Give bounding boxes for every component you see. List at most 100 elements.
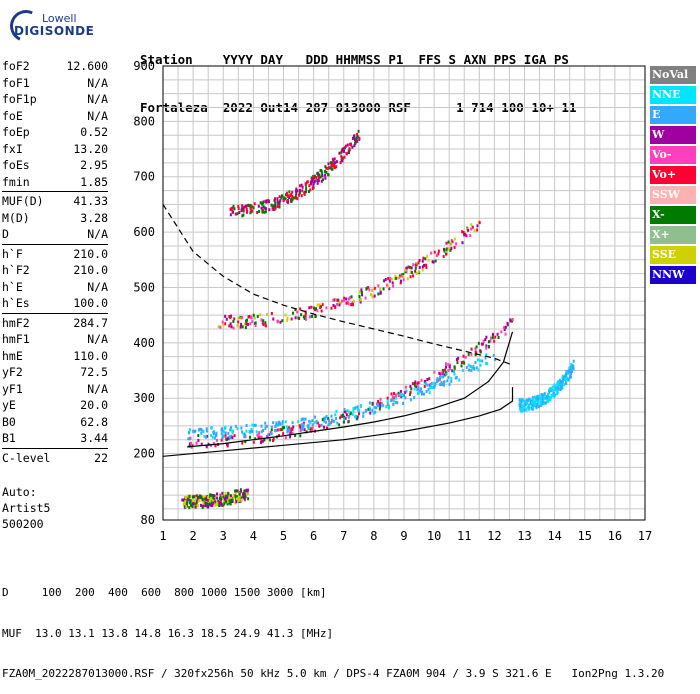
echo-point bbox=[213, 501, 216, 505]
echo-point bbox=[212, 498, 215, 502]
echo-point bbox=[446, 252, 449, 256]
echo-point bbox=[511, 319, 514, 323]
echo-point bbox=[221, 491, 224, 495]
echo-point bbox=[310, 305, 313, 309]
echo-point bbox=[207, 498, 210, 502]
echo-point bbox=[254, 321, 257, 325]
echo-point bbox=[212, 441, 215, 445]
echo-point bbox=[212, 496, 215, 500]
echo-point bbox=[446, 379, 449, 383]
echo-point bbox=[427, 258, 430, 262]
echo-point bbox=[260, 206, 263, 210]
echo-point bbox=[440, 381, 443, 385]
echo-point bbox=[334, 161, 337, 165]
echo-point bbox=[240, 430, 243, 434]
echo-point bbox=[373, 286, 376, 290]
echo-point bbox=[490, 336, 493, 340]
footer-info: D 100 200 400 600 800 1000 1500 3000 [km… bbox=[2, 559, 664, 694]
echo-point bbox=[229, 428, 232, 432]
echo-point bbox=[315, 176, 318, 180]
echo-point bbox=[409, 265, 412, 269]
param-row: hmF2 284.7 bbox=[2, 315, 108, 332]
echo-point bbox=[375, 406, 378, 410]
echo-point bbox=[456, 361, 459, 365]
echo-point bbox=[461, 368, 464, 372]
echo-point bbox=[294, 308, 297, 312]
echo-point bbox=[288, 431, 291, 435]
echo-point bbox=[205, 427, 208, 431]
echo-point bbox=[463, 361, 466, 365]
echo-point bbox=[364, 296, 367, 300]
echo-point bbox=[297, 193, 300, 197]
y-tick-label: 700 bbox=[133, 170, 155, 184]
auto-software: Artist5 bbox=[2, 501, 51, 515]
param-row: fxI 13.20 bbox=[2, 141, 108, 158]
echo-point bbox=[284, 436, 287, 440]
echo-point bbox=[186, 496, 189, 500]
echo-point bbox=[348, 410, 351, 414]
echo-point bbox=[229, 208, 232, 212]
echo-point bbox=[290, 200, 293, 204]
echo-point bbox=[192, 499, 195, 503]
echo-point bbox=[437, 249, 440, 253]
echo-point bbox=[426, 254, 429, 258]
echo-point bbox=[318, 173, 321, 177]
logo-line1: Lowell bbox=[42, 12, 77, 25]
echo-point bbox=[315, 419, 318, 423]
echo-point bbox=[274, 429, 277, 433]
echo-point bbox=[477, 368, 480, 372]
echo-point bbox=[341, 156, 344, 160]
echo-point bbox=[455, 357, 458, 361]
echo-point bbox=[248, 204, 251, 208]
echo-point bbox=[386, 396, 389, 400]
echo-point bbox=[301, 185, 304, 189]
legend-item-x-: X- bbox=[650, 206, 696, 224]
echo-point bbox=[253, 202, 256, 206]
echo-point bbox=[246, 209, 249, 213]
echo-point bbox=[383, 279, 386, 283]
param-name: foEp bbox=[2, 125, 30, 139]
echo-point bbox=[496, 332, 499, 336]
echo-point bbox=[205, 445, 208, 449]
echo-point bbox=[262, 428, 265, 432]
echo-point bbox=[295, 196, 298, 200]
echo-point bbox=[301, 189, 304, 193]
echo-point bbox=[272, 421, 275, 425]
echo-point bbox=[343, 407, 346, 411]
echo-point bbox=[264, 321, 267, 325]
echo-point bbox=[214, 500, 217, 504]
echo-point bbox=[330, 306, 333, 310]
echo-point bbox=[220, 432, 223, 436]
echo-point bbox=[437, 252, 440, 256]
echo-point bbox=[347, 420, 350, 424]
echo-point bbox=[411, 382, 414, 386]
echo-point bbox=[379, 397, 382, 401]
echo-point bbox=[531, 401, 534, 405]
footer-muf-row: MUF 13.0 13.1 13.8 14.8 16.3 18.5 24.9 4… bbox=[2, 626, 334, 640]
echo-point bbox=[265, 200, 268, 204]
echo-point bbox=[341, 159, 344, 163]
echo-point bbox=[194, 505, 197, 509]
echo-point bbox=[336, 421, 339, 425]
echo-point bbox=[353, 138, 356, 142]
echo-point bbox=[471, 366, 474, 370]
echo-point bbox=[394, 275, 397, 279]
echo-point bbox=[243, 489, 246, 493]
echo-point bbox=[440, 371, 443, 375]
echo-point bbox=[245, 321, 248, 325]
echo-point bbox=[326, 166, 329, 170]
echo-point bbox=[339, 301, 342, 305]
echo-point bbox=[394, 400, 397, 404]
echo-point bbox=[321, 303, 324, 307]
param-value: N/A bbox=[87, 108, 108, 123]
param-value: 3.28 bbox=[80, 210, 108, 225]
echo-point bbox=[570, 364, 573, 368]
echo-point bbox=[312, 184, 315, 188]
echo-point bbox=[311, 419, 314, 423]
echo-point bbox=[546, 400, 549, 404]
echo-point bbox=[386, 403, 389, 407]
echo-point bbox=[314, 314, 317, 318]
echo-point bbox=[551, 388, 554, 392]
echo-point bbox=[561, 383, 564, 387]
echo-point bbox=[302, 423, 305, 427]
